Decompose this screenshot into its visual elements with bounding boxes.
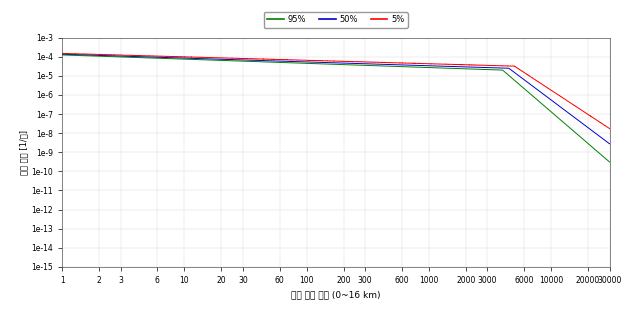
50%: [595, 134, 603, 138]
5%: [154, 56, 161, 60]
Y-axis label: 초과 빈도 [1/년]: 초과 빈도 [1/년]: [20, 130, 29, 175]
50%: [292, 60, 300, 63]
5%: [292, 61, 300, 65]
95%: [59, 51, 67, 55]
50%: [121, 54, 128, 58]
Line: 95%: 95%: [62, 53, 610, 128]
Line: 50%: 50%: [62, 54, 610, 144]
5%: [536, 100, 544, 104]
50%: [606, 142, 613, 146]
Line: 5%: 5%: [62, 55, 610, 162]
95%: [58, 51, 66, 55]
95%: [269, 57, 276, 61]
Legend: 95%, 50%, 5%: 95%, 50%, 5%: [264, 12, 408, 28]
95%: [595, 120, 603, 123]
5%: [595, 151, 603, 154]
50%: [536, 89, 544, 93]
50%: [58, 52, 66, 56]
50%: [154, 55, 161, 59]
5%: [606, 160, 613, 164]
5%: [121, 55, 128, 59]
50%: [268, 59, 276, 63]
95%: [536, 81, 544, 85]
95%: [606, 127, 613, 130]
5%: [58, 53, 66, 57]
95%: [121, 53, 129, 57]
X-axis label: 후기 건강 영향 (0~16 km): 후기 건강 영향 (0~16 km): [291, 290, 381, 300]
5%: [268, 60, 276, 64]
95%: [154, 54, 161, 58]
95%: [292, 58, 300, 62]
